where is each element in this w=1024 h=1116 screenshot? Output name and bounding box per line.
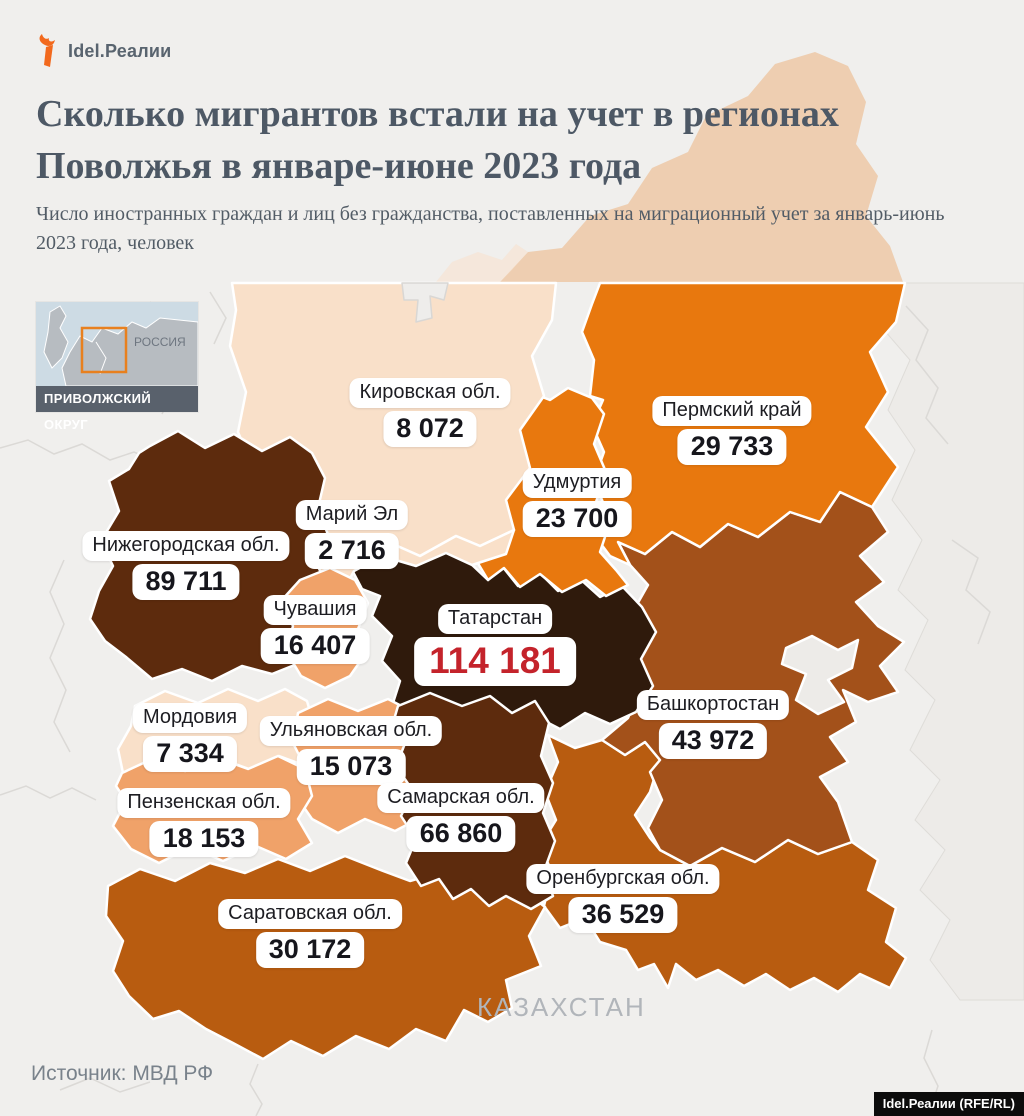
title-line-1: Сколько мигрантов встали на учет в регио… bbox=[36, 93, 839, 135]
region-value: 2 716 bbox=[305, 533, 399, 569]
page-subtitle: Число иностранных граждан и лиц без граж… bbox=[36, 203, 945, 254]
region-name: Татарстан bbox=[437, 604, 553, 634]
region-value: 89 711 bbox=[132, 564, 240, 600]
region-label-chuvashia: Чувашия 16 407 bbox=[260, 595, 370, 664]
region-name: Оренбургская обл. bbox=[526, 864, 720, 894]
region-name: Кировская обл. bbox=[349, 378, 511, 408]
region-label-perm: Пермский край 29 733 bbox=[652, 396, 812, 465]
title-line-2: Поволжья в январе-июне 2023 года bbox=[36, 145, 642, 188]
inset-border-line bbox=[95, 341, 107, 375]
inset-district-label: ПРИВОЛЖСКИЙ ОКРУГ bbox=[36, 386, 198, 432]
source-note: Источник: МВД РФ bbox=[31, 1062, 214, 1085]
region-name: Чувашия bbox=[263, 595, 367, 625]
region-label-kirov: Кировская обл. 8 072 bbox=[349, 378, 511, 447]
neighbor-area-east bbox=[883, 282, 1024, 1001]
region-label-nizhny: Нижегородская обл. 89 711 bbox=[82, 531, 290, 600]
region-label-saratov: Саратовская обл. 30 172 bbox=[218, 899, 402, 968]
region-value: 43 972 bbox=[658, 723, 768, 759]
inset-scandinavia bbox=[43, 305, 69, 369]
region-value: 36 529 bbox=[568, 897, 678, 933]
region-name: Ульяновская обл. bbox=[259, 716, 443, 746]
region-value: 18 153 bbox=[149, 821, 259, 857]
region-name: Марий Эл bbox=[295, 500, 409, 530]
region-value: 7 334 bbox=[143, 736, 237, 772]
inset-highlight-rect bbox=[80, 326, 128, 374]
inset-locator-map: РОССИЯ ПРИВОЛЖСКИЙ ОКРУГ bbox=[36, 302, 198, 432]
region-label-udmurtia: Удмуртия 23 700 bbox=[522, 468, 632, 537]
region-value: 15 073 bbox=[296, 749, 406, 785]
page-title: Сколько мигрантов встали на учет в регио… bbox=[36, 88, 976, 193]
region-value: 8 072 bbox=[383, 411, 477, 447]
region-name: Самарская обл. bbox=[377, 783, 545, 813]
inset-map-graphic: РОССИЯ bbox=[36, 302, 198, 386]
credit-badge: Idel.Реалии (RFE/RL) bbox=[873, 1092, 1024, 1116]
torch-icon bbox=[39, 34, 55, 67]
logo-text: Idel.Реалии bbox=[68, 40, 172, 61]
map-fade-top bbox=[436, 52, 903, 282]
region-value: 66 860 bbox=[406, 816, 516, 852]
region-name: Мордовия bbox=[132, 703, 248, 733]
region-label-ulyanovsk: Ульяновская обл. 15 073 bbox=[259, 716, 443, 785]
region-label-penza: Пензенская обл. 18 153 bbox=[117, 788, 291, 857]
region-name: Пензенская обл. bbox=[117, 788, 291, 818]
region-label-mordovia: Мордовия 7 334 bbox=[132, 703, 248, 772]
inset-country-label: РОССИЯ bbox=[134, 335, 186, 349]
region-value: 16 407 bbox=[260, 628, 370, 664]
region-label-bashkir: Башкортостан 43 972 bbox=[636, 690, 790, 759]
region-label-samara: Самарская обл. 66 860 bbox=[377, 783, 545, 852]
region-value: 114 181 bbox=[414, 637, 576, 686]
region-label-orenburg: Оренбургская обл. 36 529 bbox=[526, 864, 720, 933]
region-shape-chelyabinsk-notch bbox=[780, 634, 860, 716]
region-label-tatarstan: Татарстан 114 181 bbox=[414, 604, 576, 686]
region-name: Удмуртия bbox=[522, 468, 632, 498]
region-label-mari-el: Марий Эл 2 716 bbox=[295, 500, 409, 569]
region-name: Башкортостан bbox=[636, 690, 790, 720]
region-name: Пермский край bbox=[652, 396, 812, 426]
kazakhstan-label: КАЗАХСТАН bbox=[477, 992, 646, 1022]
region-value: 23 700 bbox=[522, 501, 632, 537]
logo: Idel.Реалии bbox=[34, 34, 171, 68]
region-name: Саратовская обл. bbox=[218, 899, 402, 929]
region-name: Нижегородская обл. bbox=[82, 531, 290, 561]
region-value: 29 733 bbox=[677, 429, 787, 465]
region-shape-north-gray-wedge bbox=[401, 282, 449, 323]
region-value: 30 172 bbox=[255, 932, 365, 968]
inset-russia-land bbox=[61, 317, 198, 386]
